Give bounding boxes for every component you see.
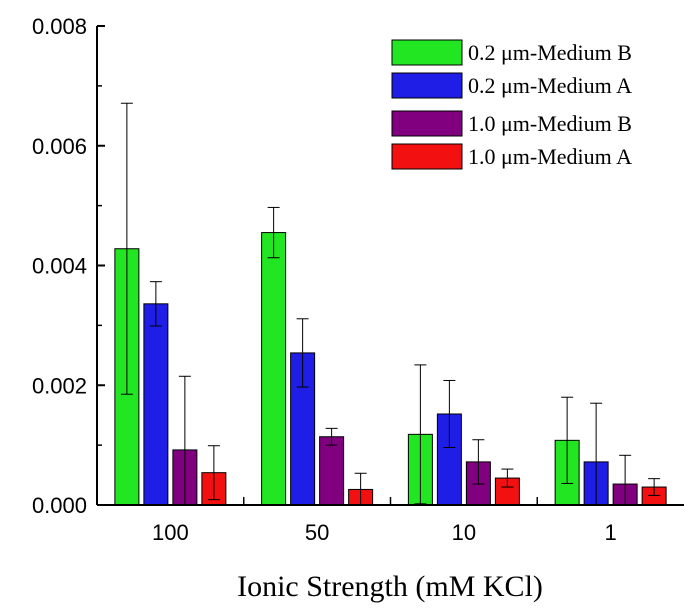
- legend-label: 0.2 μm-Medium A: [468, 73, 632, 98]
- legend-label: 0.2 μm-Medium B: [468, 40, 632, 65]
- legend-swatch: [391, 72, 463, 99]
- y-tick-label: 0.004: [32, 254, 87, 279]
- x-tick-label: 10: [452, 520, 476, 545]
- x-tick-label: 100: [152, 520, 189, 545]
- x-tick-label: 1: [605, 520, 617, 545]
- y-tick-label: 0.002: [32, 373, 87, 398]
- x-axis-title: Ionic Strength (mM KCl): [237, 570, 543, 603]
- legend-label: 1.0 μm-Medium A: [468, 144, 632, 169]
- bar: [319, 436, 345, 506]
- legend: 0.2 μm-Medium B 0.2 μm-Medium A 1.0 μm-Med…: [391, 39, 632, 170]
- legend-swatch: [391, 39, 463, 66]
- x-tick-label: 50: [305, 520, 329, 545]
- legend-swatch: [391, 110, 463, 137]
- legend-label: 1.0 μm-Medium B: [468, 111, 632, 136]
- legend-swatch: [391, 143, 463, 170]
- bar: [143, 303, 169, 506]
- bar: [261, 232, 287, 506]
- y-tick-label: 0.000: [32, 493, 87, 518]
- y-tick-label: 0.006: [32, 134, 87, 159]
- axes: 0.000 0.002 0.004 0.006 0.008 100 50 10 1: [32, 14, 684, 545]
- y-tick-label: 0.008: [32, 14, 87, 39]
- bars-group: [114, 102, 667, 506]
